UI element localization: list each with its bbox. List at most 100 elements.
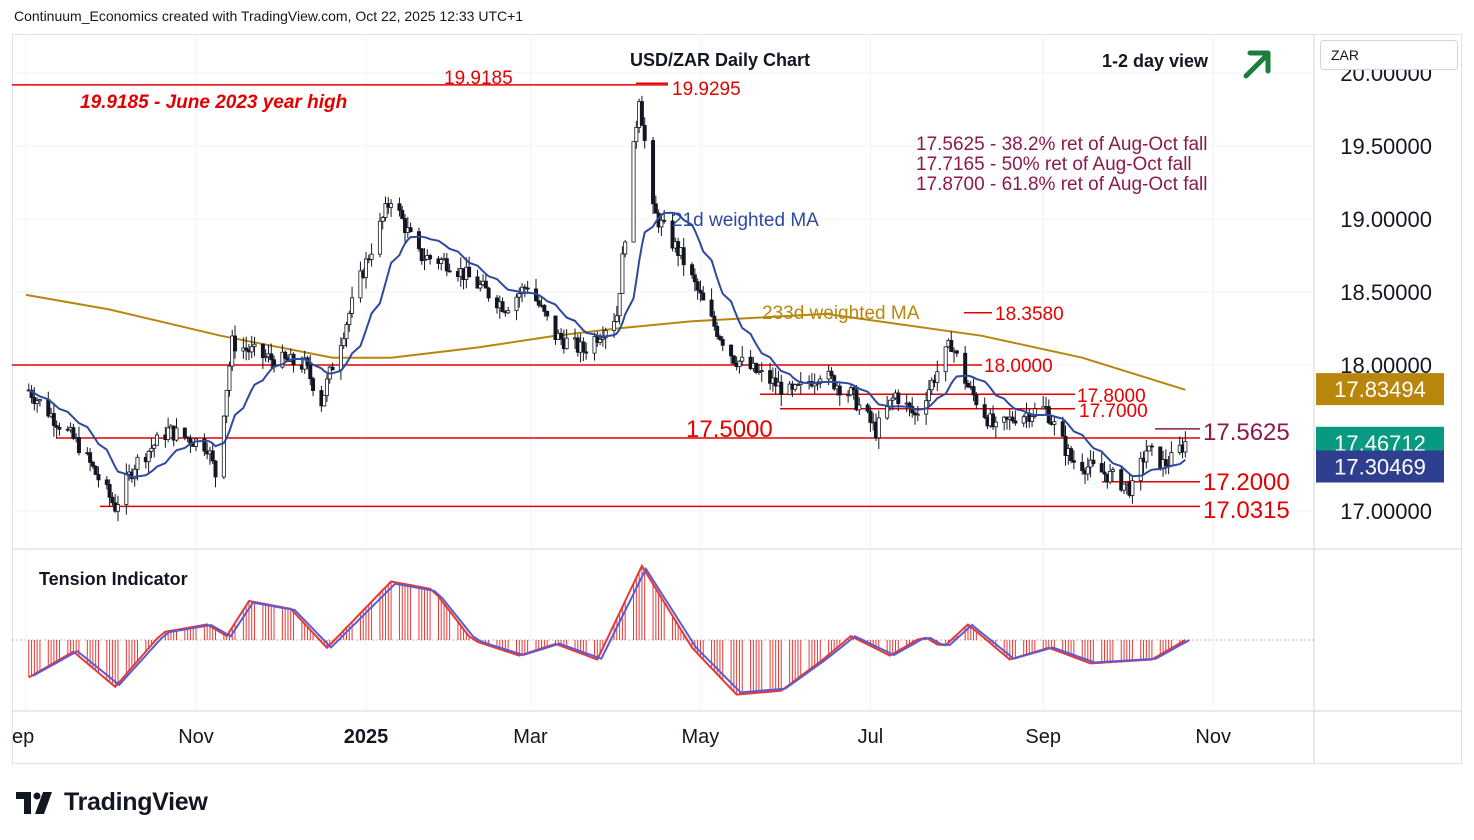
candle-body bbox=[1080, 461, 1085, 472]
candle-body bbox=[166, 427, 171, 440]
candle-body bbox=[54, 425, 59, 428]
candle-body bbox=[57, 426, 62, 430]
candle-body bbox=[1052, 421, 1057, 425]
candle-body bbox=[185, 436, 190, 439]
candle-body bbox=[358, 270, 363, 299]
candle-body bbox=[110, 496, 115, 504]
candle-body bbox=[584, 351, 589, 354]
candle-body bbox=[29, 389, 34, 398]
candle-body bbox=[536, 300, 541, 306]
ma233-label: 233d weighted MA bbox=[762, 303, 920, 324]
candle-body bbox=[623, 241, 628, 255]
candle-body bbox=[1060, 421, 1065, 437]
currency-selector[interactable]: ZAR bbox=[1320, 40, 1458, 70]
candle-body bbox=[651, 140, 656, 205]
tradingview-logo-text: TradingView bbox=[64, 788, 208, 816]
candle-body bbox=[634, 127, 639, 143]
candle-body bbox=[210, 450, 215, 462]
candle-body bbox=[692, 274, 697, 283]
candle-body bbox=[1032, 408, 1037, 417]
y-tick-label: 19.00000 bbox=[1340, 207, 1432, 232]
candle-body bbox=[338, 345, 343, 371]
level-label-17-5625: 17.5625 bbox=[1203, 419, 1290, 446]
candle-body bbox=[1147, 445, 1152, 452]
annotation-june-2023-high: 19.9185 - June 2023 year high bbox=[80, 92, 347, 113]
indicator-title: Tension Indicator bbox=[39, 569, 188, 589]
candle-body bbox=[124, 473, 129, 505]
level-label-18-3580: 18.3580 bbox=[995, 304, 1064, 325]
candle-body bbox=[612, 321, 617, 331]
ma21-line bbox=[28, 211, 1186, 478]
candle-body bbox=[330, 366, 335, 371]
candle-body bbox=[500, 301, 505, 313]
candle-body bbox=[244, 347, 249, 351]
candle-body bbox=[104, 479, 109, 485]
candle-body bbox=[690, 264, 695, 276]
tradingview-logo-icon bbox=[16, 791, 52, 814]
candle-body bbox=[681, 247, 686, 266]
candle-body bbox=[1099, 463, 1104, 473]
candle-body bbox=[1021, 416, 1026, 424]
candle-body bbox=[383, 203, 388, 218]
candle-body bbox=[581, 341, 586, 353]
candle-body bbox=[617, 293, 622, 317]
candle-body bbox=[422, 259, 427, 262]
candle-body bbox=[564, 337, 569, 350]
candle-body bbox=[115, 504, 120, 512]
candle-body bbox=[1169, 452, 1174, 466]
candle-body bbox=[403, 218, 408, 233]
candle-body bbox=[1085, 466, 1090, 475]
candle-body bbox=[559, 332, 564, 340]
candle-body bbox=[350, 297, 355, 314]
candle-body bbox=[233, 335, 238, 352]
candle-body bbox=[252, 343, 257, 347]
candle-body bbox=[993, 421, 998, 428]
candle-body bbox=[76, 437, 81, 454]
candle-body bbox=[444, 258, 449, 272]
candle-body bbox=[631, 141, 636, 243]
tradingview-logo[interactable]: TradingView bbox=[16, 788, 208, 817]
candle-body bbox=[854, 389, 859, 411]
candle-body bbox=[1108, 470, 1113, 483]
candle-body bbox=[698, 289, 703, 294]
candle-body bbox=[926, 389, 931, 402]
candle-body bbox=[929, 379, 934, 391]
candle-body bbox=[662, 219, 667, 222]
level-label-17-0315: 17.0315 bbox=[1203, 497, 1290, 524]
candle-body bbox=[35, 400, 40, 404]
y-tick-label: 18.50000 bbox=[1340, 280, 1432, 305]
candle-body bbox=[851, 387, 856, 391]
x-tick-label: Mar bbox=[513, 726, 548, 748]
annotation-fib-382: 17.5625 - 38.2% ret of Aug-Oct fall bbox=[916, 134, 1208, 155]
candle-body bbox=[467, 266, 472, 278]
candle-body bbox=[915, 413, 920, 416]
candle-body bbox=[1091, 459, 1096, 464]
candle-body bbox=[885, 406, 890, 419]
candle-body bbox=[322, 394, 327, 407]
price-tag-ma233: 17.83494 bbox=[1334, 377, 1426, 402]
candle-body bbox=[263, 356, 268, 359]
candle-body bbox=[659, 219, 664, 228]
candle-body bbox=[71, 427, 76, 439]
candle-body bbox=[837, 385, 842, 396]
candle-body bbox=[514, 296, 519, 312]
candle-body bbox=[907, 402, 912, 407]
candle-body bbox=[1010, 416, 1015, 422]
candle-body bbox=[149, 447, 154, 452]
candle-body bbox=[598, 338, 603, 343]
candle-body bbox=[1102, 471, 1107, 475]
level-label-19-9295: 19.9295 bbox=[672, 79, 741, 100]
candle-body bbox=[603, 330, 608, 339]
chart-subtitle: 1-2 day view bbox=[1102, 51, 1209, 71]
candle-body bbox=[1144, 450, 1149, 463]
candle-body bbox=[896, 392, 901, 405]
level-label-17-7000: 17.7000 bbox=[1079, 401, 1148, 422]
level-label-17-8000: 17.8000 bbox=[1077, 386, 1146, 407]
candle-body bbox=[545, 310, 550, 317]
x-tick-label: Sep bbox=[1025, 726, 1061, 748]
candle-body bbox=[542, 304, 547, 312]
candle-body bbox=[642, 124, 647, 141]
candle-body bbox=[949, 339, 954, 352]
candle-body bbox=[525, 287, 530, 290]
